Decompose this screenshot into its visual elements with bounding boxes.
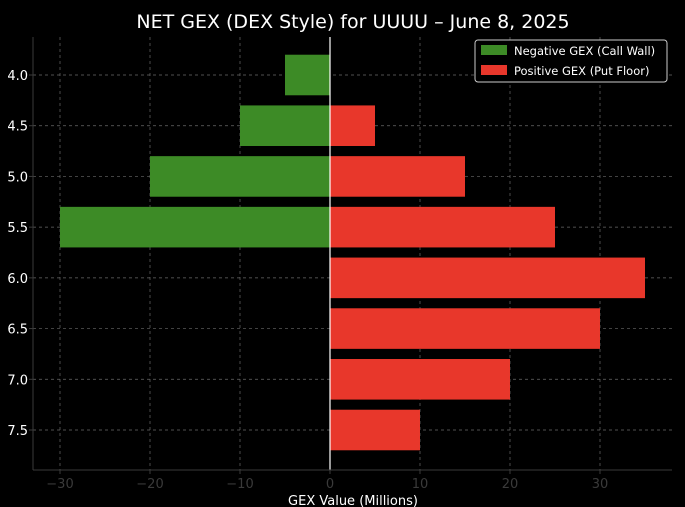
legend-label-negative: Negative GEX (Call Wall) [514,44,655,58]
x-tick-label: 30 [592,477,609,492]
x-tick-label: 20 [502,477,519,492]
bar-negative-4.0 [285,54,330,96]
y-tick-label: 4.5 [7,120,28,135]
bar-positive-7.5 [330,409,420,451]
bar-negative-5.5 [60,206,330,248]
y-tick-label: 6.5 [7,323,28,338]
x-tick-label: −20 [136,477,163,492]
bar-positive-6.0 [330,257,645,299]
y-tick-label: 5.0 [7,170,28,185]
grid [33,37,672,470]
y-tick-label: 7.0 [7,373,28,388]
y-tick-label: 7.5 [7,424,28,439]
y-tick-label: 4.0 [7,69,28,84]
x-tick-label: 0 [326,477,334,492]
x-tick-label: −10 [226,477,253,492]
x-tick-label: −30 [46,477,73,492]
chart-title: NET GEX (DEX Style) for UUUU – June 8, 2… [136,11,569,33]
x-axis-label: GEX Value (Millions) [288,494,418,507]
bar-negative-4.5 [240,105,330,146]
bar-positive-5.5 [330,206,555,248]
x-tick-label: 10 [412,477,429,492]
legend: Negative GEX (Call Wall) Positive GEX (P… [474,39,668,83]
bar-positive-4.5 [330,105,375,146]
ticks: −30 −20 −10 0 10 20 30 4.0 4.5 5.0 5.5 6.0 6.5 7.0 7.5 [7,37,672,492]
legend-swatch-negative [481,45,507,55]
legend-label-positive: Positive GEX (Put Floor) [514,64,649,78]
bar-negative-5.0 [150,156,330,197]
bar-positive-6.5 [330,308,600,349]
bar-positive-5.0 [330,156,465,197]
bars [60,54,645,451]
bar-positive-7.0 [330,359,510,400]
y-tick-label: 5.5 [7,221,28,236]
legend-box [474,39,668,83]
legend-swatch-positive [481,65,507,75]
y-tick-label: 6.0 [7,272,28,287]
